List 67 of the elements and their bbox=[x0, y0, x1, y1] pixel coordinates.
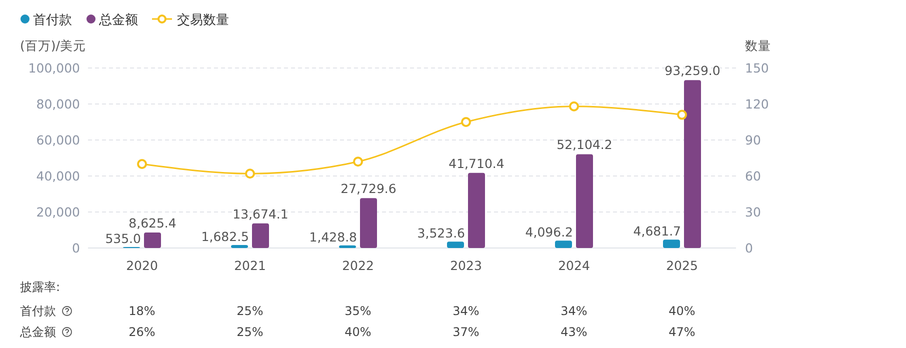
text: 47% bbox=[668, 325, 696, 339]
text: 总金额 bbox=[19, 325, 56, 339]
bar bbox=[576, 154, 593, 248]
point bbox=[353, 156, 363, 167]
bar bbox=[468, 172, 485, 248]
x-tick-label: 2025 bbox=[666, 258, 698, 273]
point bbox=[677, 110, 687, 120]
point bbox=[461, 117, 471, 127]
text: 披露率: bbox=[20, 280, 60, 294]
data-label: 52,104.2 bbox=[556, 137, 612, 152]
y-axis-title: (百万)/美元 bbox=[20, 38, 86, 53]
data-label: 4,681.7 bbox=[633, 224, 681, 239]
data-label: 41,710.4 bbox=[448, 156, 504, 171]
text: 43% bbox=[560, 325, 588, 339]
data-label: 13,674.1 bbox=[232, 206, 288, 222]
y-tick-label: 80,000 bbox=[36, 96, 80, 112]
text: 34% bbox=[560, 304, 588, 318]
x-tick-label: 2024 bbox=[558, 258, 590, 273]
legend-label: 交易数量 bbox=[177, 12, 229, 28]
x-tick-label: 2022 bbox=[342, 258, 374, 273]
text: 35% bbox=[344, 304, 372, 318]
y2-tick-label: 0 bbox=[745, 240, 753, 256]
bar bbox=[447, 242, 464, 248]
y2-tick-label: 30 bbox=[745, 204, 761, 220]
bar bbox=[231, 244, 248, 248]
point bbox=[137, 159, 147, 169]
text: 40% bbox=[344, 325, 372, 339]
x-tick-label: 2020 bbox=[126, 258, 158, 273]
x-tick-label: 2023 bbox=[450, 258, 482, 273]
text: 40% bbox=[668, 304, 696, 318]
bar bbox=[144, 232, 161, 248]
text: 26% bbox=[128, 325, 156, 339]
bar bbox=[252, 223, 269, 248]
y2-tick-label: 90 bbox=[745, 132, 761, 148]
point bbox=[569, 101, 579, 112]
y2-tick-label: 150 bbox=[745, 60, 769, 76]
bar bbox=[360, 198, 377, 248]
text: 25% bbox=[236, 304, 264, 318]
data-label: 93,259.0 bbox=[664, 63, 720, 78]
y2-axis-title: 数量 bbox=[745, 38, 771, 53]
data-label: 27,729.6 bbox=[340, 181, 396, 196]
y-tick-label: 100,000 bbox=[28, 60, 80, 76]
y-tick-label: 40,000 bbox=[36, 168, 80, 184]
data-label: 1,428.8 bbox=[309, 229, 358, 244]
x-tick-label: 2021 bbox=[234, 258, 266, 273]
text: 18% bbox=[128, 304, 156, 318]
point bbox=[245, 168, 255, 179]
data-label: 8,625.4 bbox=[128, 215, 176, 230]
data-label: 1,682.5 bbox=[201, 228, 249, 244]
bar bbox=[555, 240, 572, 248]
bar bbox=[339, 245, 356, 248]
data-label: 535.0 bbox=[105, 231, 142, 246]
text: 34% bbox=[452, 304, 480, 318]
legend-label: 首付款 bbox=[33, 13, 72, 28]
data-label: 3,523.6 bbox=[417, 226, 466, 241]
legend-label: 总金额 bbox=[98, 13, 138, 28]
y2-tick-label: 60 bbox=[745, 168, 761, 184]
y-tick-label: 20,000 bbox=[36, 204, 80, 220]
bar bbox=[684, 80, 701, 248]
y-tick-label: 60,000 bbox=[36, 132, 80, 148]
y2-tick-label: 120 bbox=[745, 96, 769, 112]
text: 37% bbox=[452, 325, 480, 339]
bar bbox=[663, 240, 680, 248]
data-label: 4,096.2 bbox=[525, 224, 573, 240]
y-tick-label: 0 bbox=[72, 240, 80, 256]
text: 25% bbox=[236, 325, 264, 339]
text: 首付款 bbox=[20, 304, 56, 318]
